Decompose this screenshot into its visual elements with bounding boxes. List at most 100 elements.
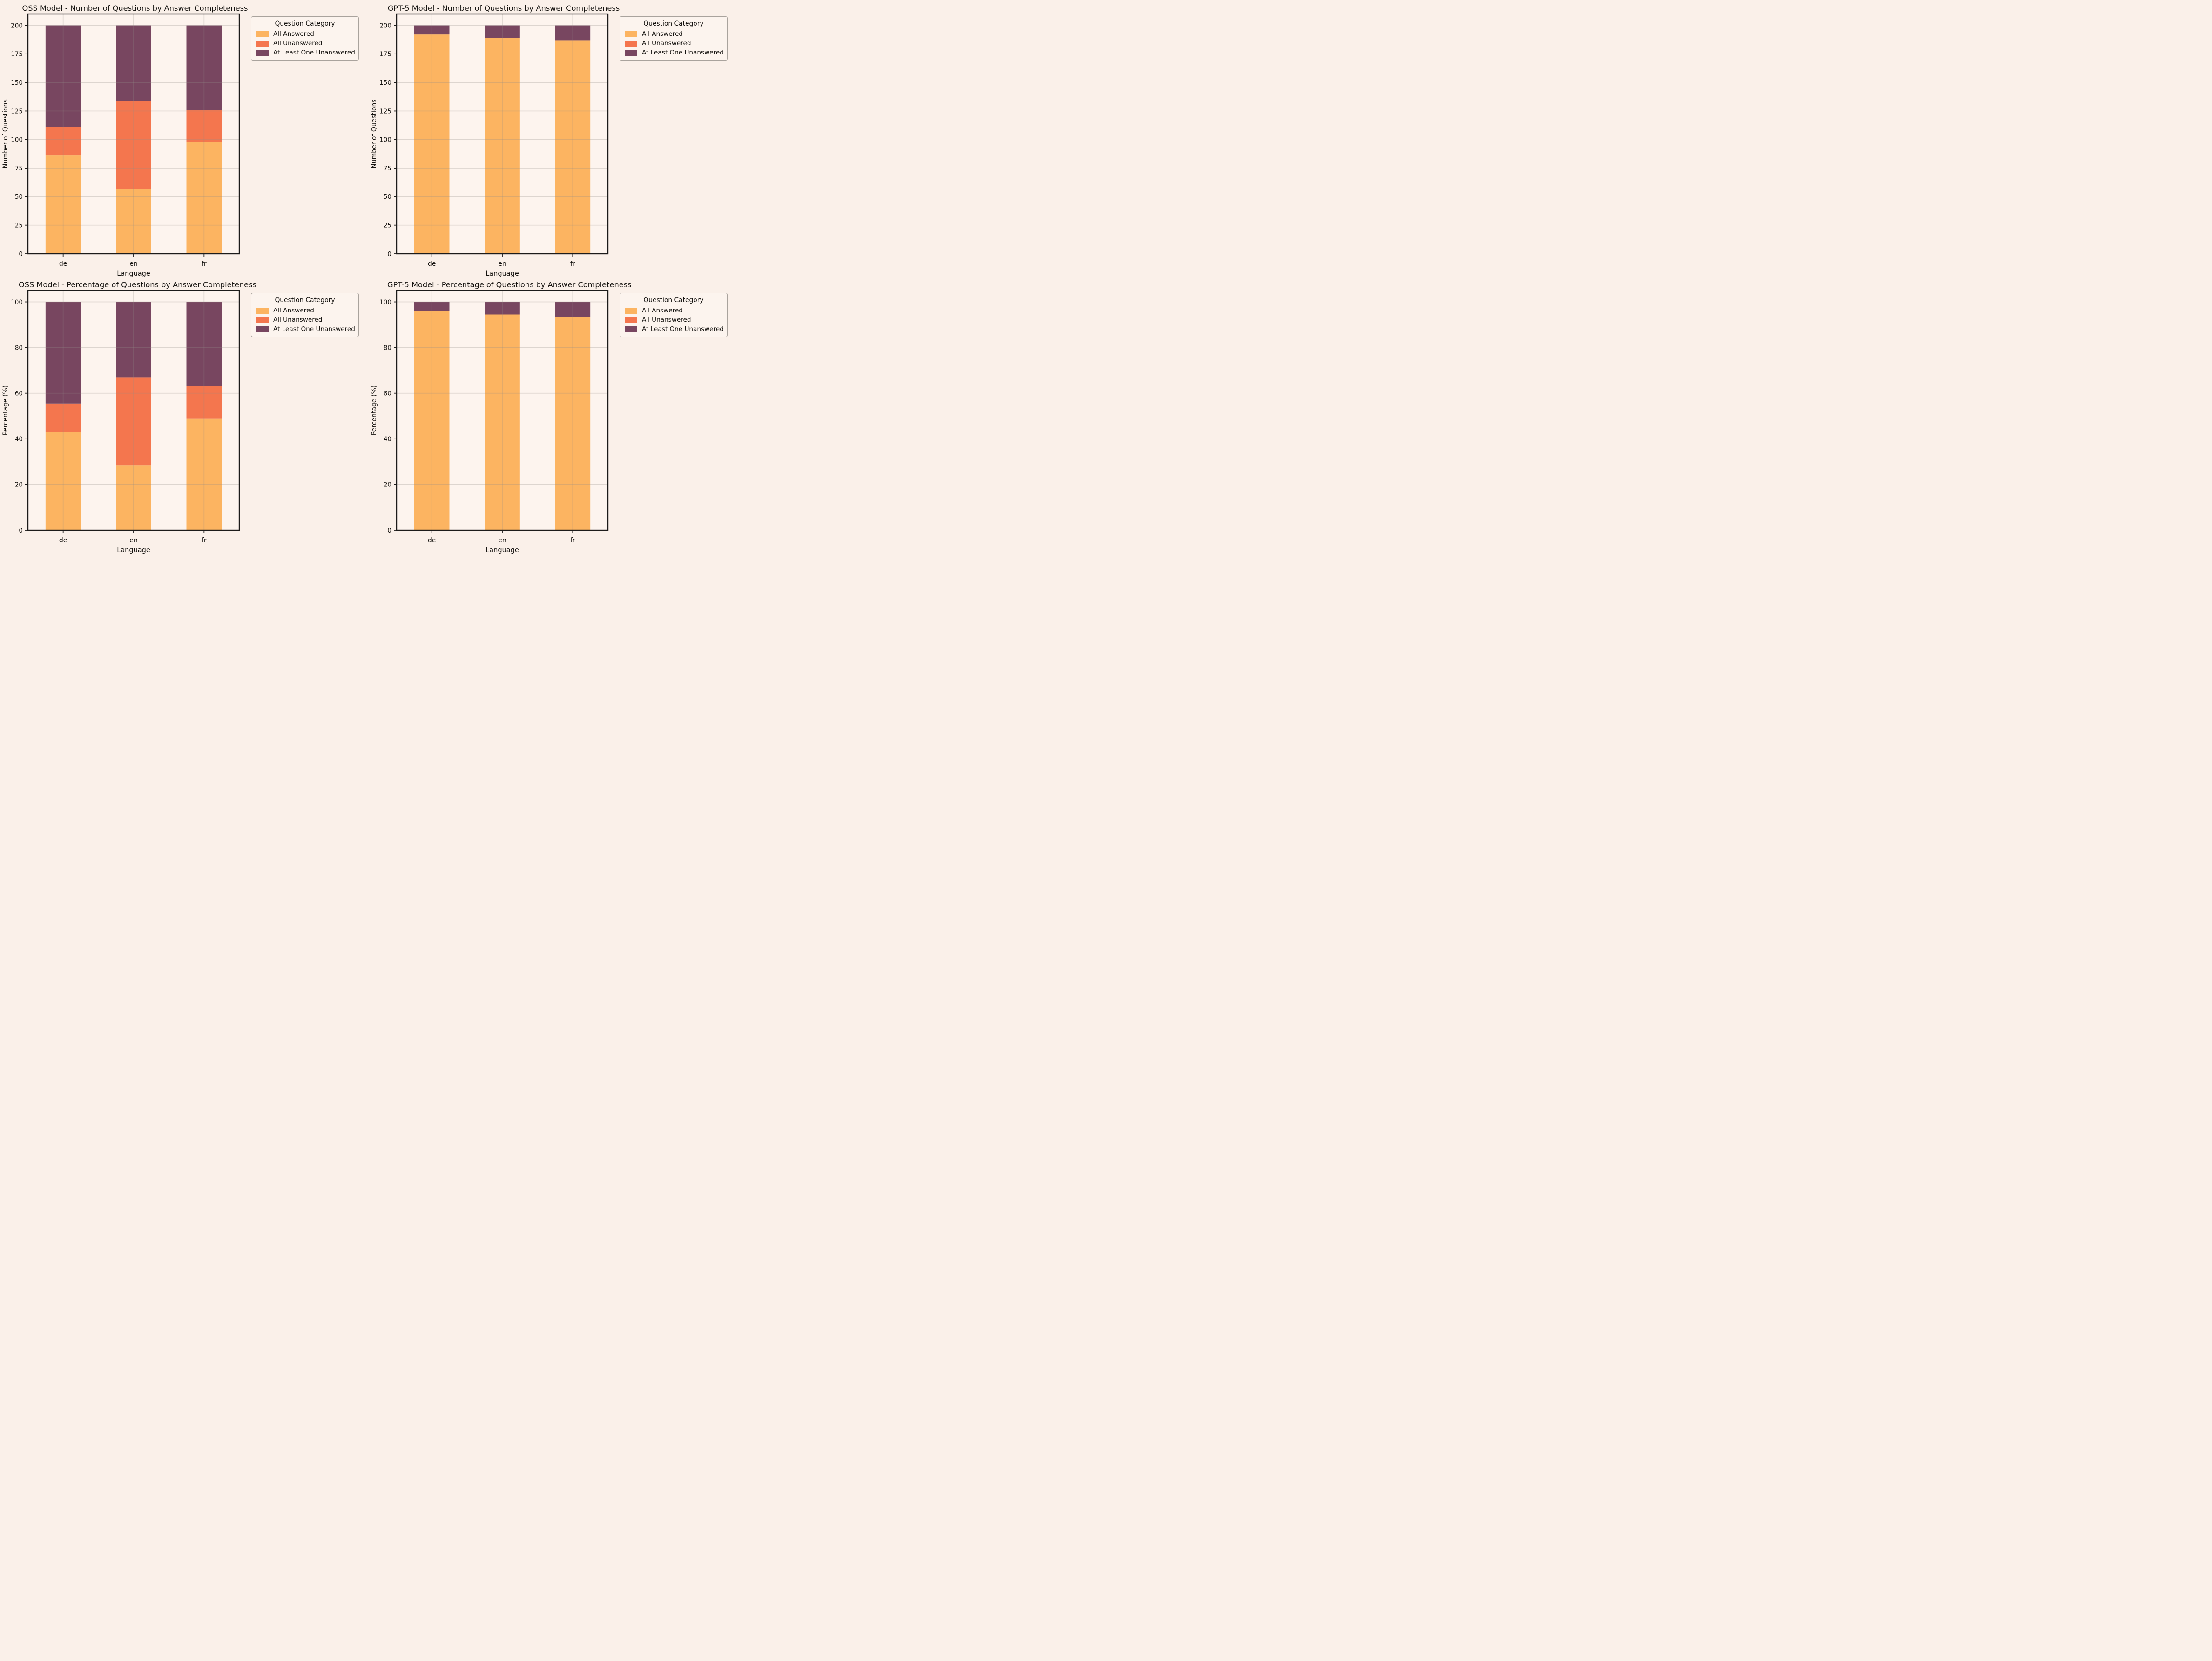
y-axis-label: Percentage (%) — [2, 385, 9, 435]
bar-segment — [555, 40, 591, 254]
bar-segment — [186, 25, 222, 110]
x-tick-label: fr — [202, 260, 207, 268]
x-tick-label: fr — [570, 260, 575, 268]
y-tick-label: 20 — [15, 481, 23, 489]
y-tick-label: 100 — [379, 298, 391, 306]
legend-title: Question Category — [643, 20, 704, 27]
legend-swatch-all-unanswered — [256, 40, 269, 47]
legend-swatch-all-answered — [625, 31, 637, 37]
legend: Question Category All Answered All Unans… — [251, 293, 359, 337]
y-axis-label: Percentage (%) — [371, 385, 378, 435]
legend-label: All Answered — [273, 30, 314, 38]
y-tick-label: 60 — [15, 390, 23, 398]
bar-segment — [186, 418, 222, 530]
y-tick-label: 125 — [379, 108, 391, 115]
legend-item: All Unanswered — [625, 40, 722, 47]
y-axis-label: Number of Questions — [2, 99, 9, 169]
bar-segment — [485, 38, 520, 254]
x-tick-label: en — [498, 537, 506, 544]
legend-item: All Answered — [256, 307, 354, 314]
legend-item: All Unanswered — [256, 316, 354, 324]
y-axis-label: Number of Questions — [371, 99, 378, 169]
bar-segment — [555, 25, 591, 41]
chart-oss-counts: OSS Model - Number of Questions by Answe… — [0, 0, 369, 277]
chart-title: OSS Model - Percentage of Questions by A… — [19, 280, 256, 289]
y-tick-label: 100 — [379, 136, 391, 144]
legend-label: All Unanswered — [642, 316, 691, 324]
legend-item: At Least One Unanswered — [625, 325, 724, 333]
y-tick-label: 75 — [384, 165, 391, 172]
x-tick-label: en — [129, 260, 138, 268]
legend-swatch-all-unanswered — [256, 317, 269, 323]
y-tick-label: 25 — [15, 222, 23, 229]
legend: Question Category All Answered All Unans… — [620, 293, 728, 337]
chart-oss-percent: OSS Model - Percentage of Questions by A… — [0, 277, 369, 554]
bar-segment — [45, 25, 81, 127]
legend-swatch-at-least-one-unanswered — [625, 49, 637, 56]
bar-segment — [186, 386, 222, 419]
y-tick-label: 50 — [384, 193, 391, 201]
y-tick-label: 175 — [11, 51, 23, 58]
x-axis-label: Language — [117, 547, 150, 554]
x-tick-label: fr — [570, 537, 575, 544]
y-tick-label: 75 — [15, 165, 23, 172]
legend-label: At Least One Unanswered — [642, 325, 724, 333]
x-axis-label: Language — [486, 270, 519, 277]
legend-item: At Least One Unanswered — [625, 49, 724, 56]
bar-segment — [45, 155, 81, 254]
bar-segment — [45, 302, 81, 404]
chart-gpt5-percent: GPT-5 Model - Percentage of Questions by… — [369, 277, 737, 554]
legend-label: At Least One Unanswered — [642, 49, 724, 56]
legend-swatch-all-answered — [256, 307, 269, 314]
legend-swatch-at-least-one-unanswered — [625, 326, 637, 332]
legend-swatch-all-answered — [625, 307, 637, 314]
y-tick-label: 25 — [384, 222, 391, 229]
y-tick-label: 150 — [379, 79, 391, 87]
y-tick-label: 60 — [384, 390, 391, 398]
chart-title: GPT-5 Model - Percentage of Questions by… — [387, 280, 632, 289]
bar-segment — [555, 302, 591, 317]
x-axis-label: Language — [117, 270, 150, 277]
x-tick-label: de — [59, 537, 67, 544]
legend-label: All Answered — [642, 307, 683, 314]
y-tick-label: 50 — [15, 193, 23, 201]
y-tick-label: 80 — [384, 344, 391, 351]
plot-area: 0 25 50 75 100 125 150 175 200 de en fr Language Numb… — [2, 13, 240, 277]
bar-segment — [45, 127, 81, 156]
bar-segment — [186, 302, 222, 386]
legend-label: All Unanswered — [273, 40, 323, 47]
legend: Question Category All Answered All Unans… — [251, 16, 359, 61]
bar-segment — [555, 317, 591, 530]
bar-segment — [485, 314, 520, 530]
figure-canvas: { "colors": { "all_answered": "#FCB461",… — [0, 0, 737, 554]
x-tick-label: en — [129, 537, 138, 544]
y-tick-label: 100 — [11, 136, 23, 144]
chart-title: GPT-5 Model - Number of Questions by Ans… — [387, 4, 620, 13]
bar-segment — [45, 403, 81, 432]
legend-label: At Least One Unanswered — [273, 325, 355, 333]
legend-title: Question Category — [643, 297, 704, 304]
x-tick-label: en — [498, 260, 506, 268]
bar-segment — [485, 25, 520, 38]
legend-swatch-all-unanswered — [625, 40, 637, 47]
bar-segment — [414, 34, 450, 254]
y-tick-label: 40 — [15, 436, 23, 443]
legend-item: At Least One Unanswered — [256, 49, 355, 56]
legend-swatch-all-answered — [256, 31, 269, 37]
bar-segment — [116, 465, 151, 530]
bar-segment — [116, 101, 151, 189]
legend-item: All Unanswered — [256, 40, 354, 47]
legend-label: At Least One Unanswered — [273, 49, 355, 56]
bar-segment — [485, 302, 520, 315]
y-tick-label: 0 — [387, 250, 391, 258]
legend: Question Category All Answered All Unans… — [620, 16, 728, 61]
y-tick-label: 200 — [11, 22, 23, 29]
legend-swatch-all-unanswered — [625, 317, 637, 323]
legend-item: All Answered — [625, 30, 722, 38]
legend-title: Question Category — [275, 20, 335, 27]
y-tick-label: 150 — [11, 79, 23, 87]
y-tick-label: 20 — [384, 481, 391, 489]
bar-segment — [414, 302, 450, 311]
y-tick-label: 200 — [379, 22, 391, 29]
y-tick-label: 100 — [11, 298, 23, 306]
